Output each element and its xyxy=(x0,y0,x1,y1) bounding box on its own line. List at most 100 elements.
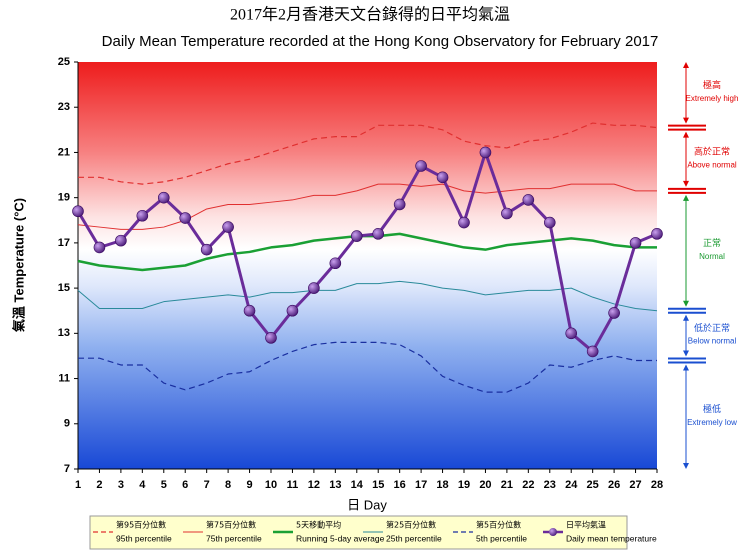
plot-background xyxy=(78,62,657,469)
legend-label-zh: 第25百分位數 xyxy=(386,520,436,530)
data-point xyxy=(479,146,492,159)
x-tick-label: 3 xyxy=(118,479,124,491)
arrow-head xyxy=(683,131,689,138)
x-tick-label: 24 xyxy=(565,479,578,491)
arrow-head xyxy=(683,117,689,124)
legend-label-zh: 日平均氣溫 xyxy=(566,520,606,530)
x-tick-label: 26 xyxy=(608,479,620,491)
x-axis-label: 日 Day xyxy=(347,497,387,512)
data-point xyxy=(243,304,256,317)
data-point xyxy=(179,212,192,224)
series-line xyxy=(76,150,658,353)
data-point xyxy=(415,160,427,172)
y-tick-label: 19 xyxy=(58,192,70,204)
data-point xyxy=(522,194,535,206)
x-tick-label: 21 xyxy=(501,479,513,491)
x-tick-label: 17 xyxy=(415,479,427,491)
legend-label: Running 5-day average xyxy=(296,533,385,543)
x-tick-label: 15 xyxy=(372,479,384,491)
band-label-en: Above normal xyxy=(687,160,737,169)
data-point xyxy=(436,171,449,184)
band-label-zh: 極高 xyxy=(703,79,721,90)
arrow-head xyxy=(683,463,689,469)
data-point xyxy=(501,207,513,220)
x-tick-label: 4 xyxy=(139,479,146,491)
y-tick-label: 23 xyxy=(58,101,70,113)
x-tick-label: 8 xyxy=(225,479,231,491)
data-point xyxy=(458,216,470,229)
data-point xyxy=(629,237,642,249)
x-tick-label: 18 xyxy=(436,479,448,491)
data-point xyxy=(565,327,578,340)
chart-subtitle: Daily Mean Temperature recorded at the H… xyxy=(102,33,659,50)
y-tick-label: 15 xyxy=(58,282,70,294)
band-label-en: Extremely low xyxy=(687,418,737,427)
x-tick-label: 11 xyxy=(287,479,299,491)
x-tick-label: 20 xyxy=(479,479,491,491)
x-tick-label: 22 xyxy=(522,479,534,491)
x-tick-label: 12 xyxy=(308,479,320,491)
legend-label-zh: 第75百分位數 xyxy=(206,520,256,530)
y-tick-label: 9 xyxy=(64,418,70,430)
y-tick-label: 13 xyxy=(58,327,70,339)
x-tick-label: 10 xyxy=(265,479,277,491)
legend-marker xyxy=(549,528,557,536)
arrow-head xyxy=(683,314,689,321)
legend-label: 75th percentile xyxy=(206,533,262,543)
x-tick-label: 14 xyxy=(351,479,364,491)
data-point xyxy=(157,191,170,204)
x-tick-label: 9 xyxy=(246,479,252,491)
x-tick-label: 6 xyxy=(182,479,188,491)
data-point xyxy=(308,282,320,294)
x-tick-label: 2 xyxy=(96,479,102,491)
data-point xyxy=(586,345,599,358)
data-point xyxy=(115,234,127,247)
legend-label: 25th percentile xyxy=(386,533,442,543)
x-tick-label: 7 xyxy=(204,479,210,491)
legend-label-zh: 第95百分位數 xyxy=(116,520,166,530)
x-tick-label: 23 xyxy=(544,479,556,491)
data-point xyxy=(136,209,149,222)
y-tick-label: 7 xyxy=(64,463,70,475)
series-line xyxy=(78,341,657,393)
data-point xyxy=(651,228,663,240)
data-point xyxy=(93,241,106,254)
band-label-en: Extremely high xyxy=(686,94,739,103)
band-label-zh: 極低 xyxy=(703,403,721,414)
x-tick-label: 13 xyxy=(329,479,341,491)
data-point xyxy=(222,221,234,233)
data-point xyxy=(393,198,406,211)
x-tick-label: 19 xyxy=(458,479,470,491)
series-line xyxy=(77,280,658,312)
band-label-en: Below normal xyxy=(688,337,737,346)
y-tick-label: 25 xyxy=(58,56,70,68)
band-label-zh: 低於正常 xyxy=(694,322,730,333)
arrow-head xyxy=(683,364,689,371)
data-point xyxy=(265,332,277,344)
data-point xyxy=(372,228,385,240)
band-label-zh: 正常 xyxy=(703,237,721,248)
data-point xyxy=(72,205,84,218)
x-tick-label: 16 xyxy=(394,479,406,491)
band-label-zh: 高於正常 xyxy=(694,146,730,157)
chart-title: 2017年2月香港天文台錄得的日平均氣溫 xyxy=(230,5,510,24)
arrow-head xyxy=(683,62,689,68)
data-point xyxy=(329,257,342,270)
arrow-head xyxy=(683,350,689,357)
legend-box xyxy=(89,515,628,550)
data-point xyxy=(350,230,363,242)
data-point xyxy=(286,304,299,317)
x-tick-label: 1 xyxy=(75,479,81,491)
legend-label: 5th percentile xyxy=(476,533,527,543)
y-tick-label: 11 xyxy=(58,372,70,384)
data-point xyxy=(543,216,556,229)
legend-label-zh: 5天移動平均 xyxy=(296,520,341,530)
legend-label-zh: 第5百分位數 xyxy=(476,520,521,530)
x-tick-label: 28 xyxy=(651,479,663,491)
x-tick-label: 27 xyxy=(629,479,641,491)
x-tick-label: 5 xyxy=(161,479,167,491)
y-tick-label: 21 xyxy=(58,146,70,158)
arrow-head xyxy=(683,300,689,307)
data-point xyxy=(200,243,213,256)
